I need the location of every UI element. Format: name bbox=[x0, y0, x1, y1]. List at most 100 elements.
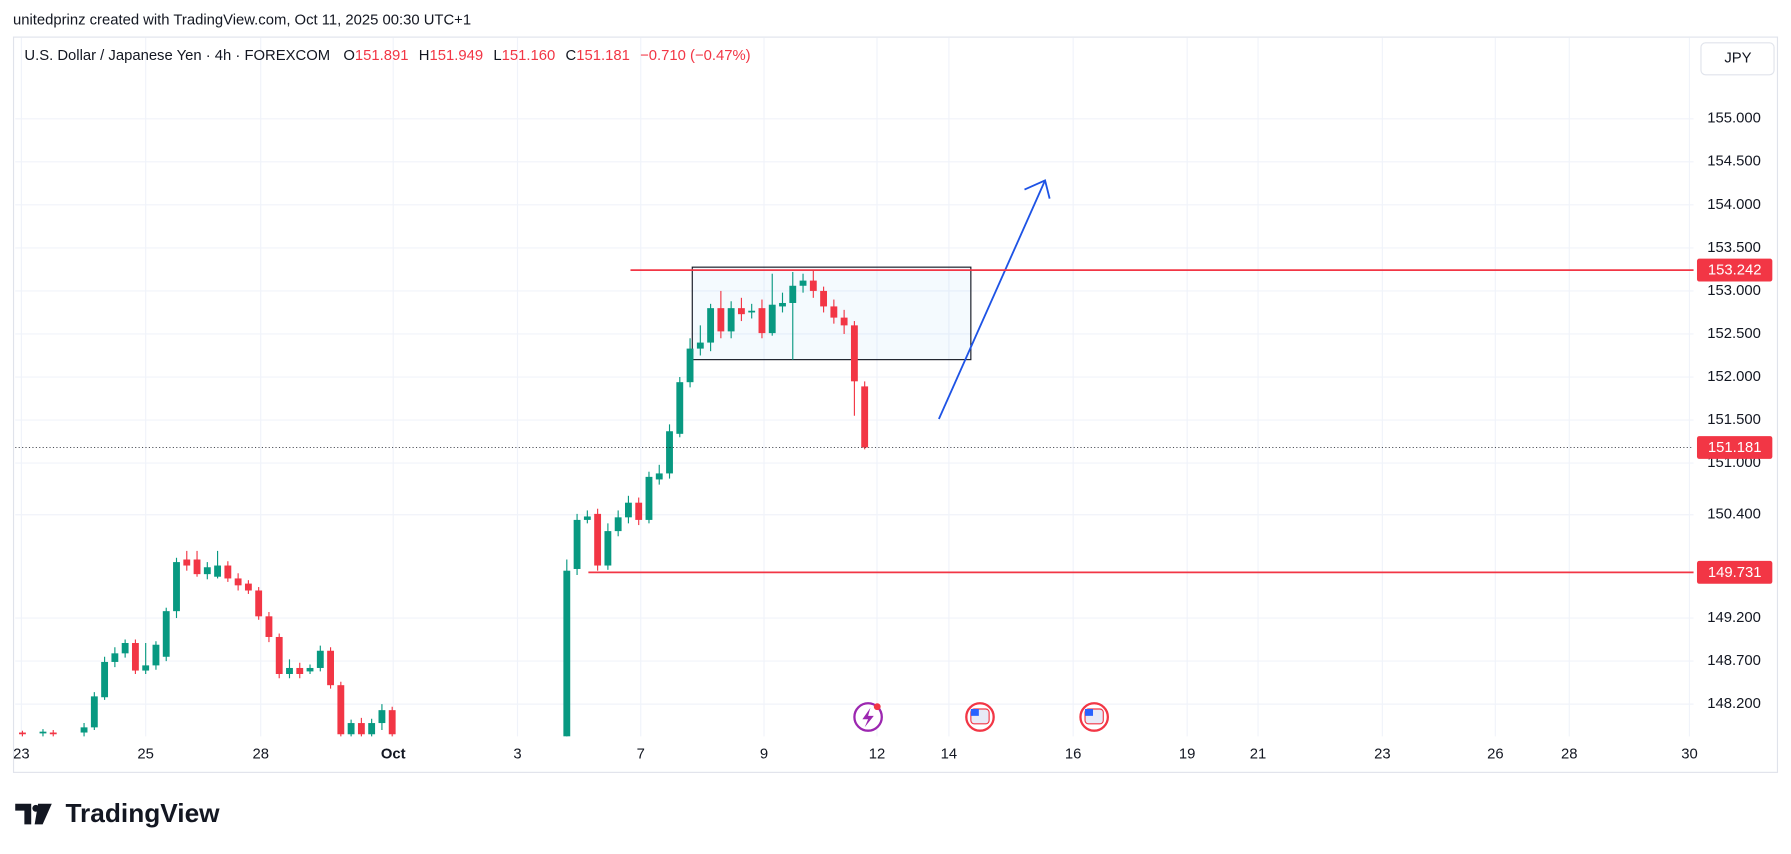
candle-body bbox=[183, 559, 191, 566]
ohlc-value: 151.891 bbox=[355, 48, 409, 64]
flag-canton bbox=[1085, 709, 1094, 716]
ohlc-key: C bbox=[566, 48, 577, 64]
candle-body bbox=[799, 280, 807, 286]
ohlc-key: L bbox=[493, 48, 501, 64]
candle-body bbox=[676, 382, 684, 434]
candle-body bbox=[563, 570, 571, 737]
y-tick-label: 151.000 bbox=[1707, 455, 1761, 471]
candle-body bbox=[193, 559, 201, 575]
event-icons bbox=[853, 702, 1109, 732]
candle-body bbox=[234, 578, 242, 586]
candle-body bbox=[707, 308, 715, 343]
symbol: U.S. Dollar / Japanese Yen · 4h · FOREXC… bbox=[24, 48, 330, 64]
candle-body bbox=[789, 285, 797, 303]
candle-body bbox=[19, 732, 26, 735]
x-tick-label: 19 bbox=[1179, 747, 1196, 763]
candle-body bbox=[203, 567, 211, 575]
x-tick-label: 3 bbox=[513, 747, 521, 763]
candle-body bbox=[625, 502, 632, 518]
candle-body bbox=[121, 643, 129, 654]
candle-body bbox=[337, 685, 345, 735]
price-label-bg bbox=[1696, 258, 1773, 282]
candle-body bbox=[173, 562, 180, 612]
y-tick-label: 155.000 bbox=[1707, 111, 1761, 127]
candles bbox=[19, 270, 869, 737]
candle-body bbox=[111, 653, 119, 662]
price-label-bg bbox=[1696, 436, 1773, 459]
x-tick-label: 12 bbox=[869, 747, 885, 763]
ohlc-key: O bbox=[343, 48, 355, 64]
candle-body bbox=[583, 516, 591, 520]
ohlc-value: 151.160 bbox=[502, 48, 556, 64]
price-label: 149.731 bbox=[1708, 565, 1762, 581]
candle-body bbox=[101, 661, 109, 698]
candle-body bbox=[655, 473, 663, 480]
x-tick-label: 28 bbox=[1561, 747, 1578, 763]
x-tick-label: 28 bbox=[252, 747, 269, 763]
candle-body bbox=[645, 476, 653, 520]
candle-body bbox=[275, 636, 283, 674]
candle-body bbox=[49, 732, 57, 735]
x-tick-label: Oct bbox=[381, 747, 406, 763]
event-icon-dot bbox=[873, 703, 881, 711]
x-tick-label: 25 bbox=[137, 747, 154, 763]
candle-body bbox=[286, 667, 293, 674]
price-label: 151.181 bbox=[1708, 440, 1762, 456]
candle-body bbox=[357, 723, 365, 735]
y-tick-label: 151.500 bbox=[1707, 412, 1761, 428]
candle-body bbox=[850, 325, 858, 382]
arrow-head bbox=[1024, 179, 1051, 199]
candle-body bbox=[717, 308, 725, 332]
y-tick-label: 148.200 bbox=[1707, 696, 1761, 712]
grid bbox=[15, 37, 1694, 737]
candle-body bbox=[296, 667, 304, 674]
candle-body bbox=[90, 696, 98, 728]
candle-body bbox=[779, 302, 786, 307]
candle-body bbox=[809, 280, 817, 291]
candle-body bbox=[840, 317, 848, 326]
candle-body bbox=[316, 650, 324, 668]
currency-button[interactable] bbox=[1700, 42, 1775, 76]
candle-body bbox=[758, 308, 766, 334]
currency-label[interactable]: JPY bbox=[1724, 51, 1751, 67]
candle-body bbox=[39, 731, 47, 734]
candle-body bbox=[214, 565, 222, 577]
candle-body bbox=[696, 342, 704, 349]
y-tick-label: 148.700 bbox=[1707, 653, 1761, 669]
ohlc-key: H bbox=[419, 48, 430, 64]
candle-body bbox=[666, 431, 673, 474]
x-tick-label: 16 bbox=[1065, 747, 1082, 763]
candle-body bbox=[327, 650, 334, 686]
logo: TradingView bbox=[15, 798, 220, 828]
x-tick-label: 14 bbox=[941, 747, 958, 763]
candle-body bbox=[830, 306, 838, 318]
attribution: unitedprinz created with TradingView.com… bbox=[13, 12, 471, 28]
y-tick-label: 153.000 bbox=[1707, 283, 1761, 299]
candle-body bbox=[614, 517, 622, 532]
y-tick-label: 152.500 bbox=[1707, 326, 1761, 342]
candle-body bbox=[388, 710, 396, 735]
legend-row: U.S. Dollar / Japanese Yen · 4h · FOREXC… bbox=[24, 48, 750, 64]
candle-body bbox=[573, 519, 581, 569]
x-tick-label: 7 bbox=[637, 747, 645, 763]
candle-body bbox=[727, 308, 735, 332]
x-tick-label: 30 bbox=[1681, 747, 1698, 763]
x-tick-label: 26 bbox=[1487, 747, 1504, 763]
candle-body bbox=[368, 723, 376, 735]
ohlc-value: 151.949 bbox=[430, 48, 484, 64]
candle-body bbox=[131, 643, 139, 671]
price-label-bg bbox=[1696, 560, 1773, 584]
logo-text: TradingView bbox=[65, 798, 220, 828]
candle-body bbox=[594, 513, 602, 566]
y-tick-label: 152.000 bbox=[1707, 369, 1761, 385]
y-tick-label: 150.400 bbox=[1707, 507, 1761, 523]
candle-body bbox=[142, 665, 150, 671]
candle-body bbox=[635, 502, 643, 520]
overlay: 155.000 154.500 154.000 153.500 153.000 152.5… bbox=[13, 111, 1773, 763]
candle-body bbox=[244, 583, 252, 591]
chart-frame bbox=[12, 36, 1779, 773]
x-tick-label: 21 bbox=[1250, 747, 1267, 763]
